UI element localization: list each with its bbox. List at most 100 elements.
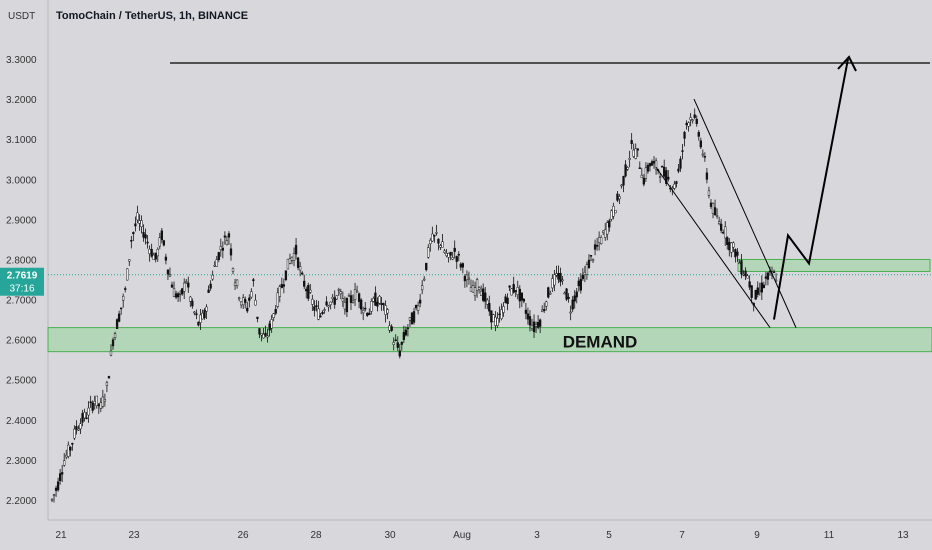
candle (77, 428, 80, 431)
candle (634, 148, 637, 159)
projection-path (773, 58, 849, 320)
candle (260, 333, 263, 336)
channel-upper-line (693, 98, 797, 328)
candle (646, 165, 650, 172)
candle (467, 277, 471, 280)
candle (461, 263, 464, 268)
candle (282, 284, 286, 287)
candle (201, 312, 204, 320)
candle (766, 272, 770, 280)
candle (347, 295, 351, 297)
candle (597, 237, 601, 243)
candle (213, 264, 216, 267)
candle (717, 221, 721, 225)
candle (152, 254, 155, 260)
candle (728, 241, 731, 251)
candle (124, 288, 127, 290)
candle (50, 498, 54, 501)
candle (266, 335, 269, 338)
candle (290, 256, 294, 261)
candle (514, 290, 517, 292)
y-tick-label: 2.6000 (6, 336, 37, 347)
candle (341, 298, 344, 302)
candle (693, 114, 696, 118)
candle (408, 317, 412, 321)
candle (758, 290, 761, 292)
candle (311, 299, 314, 305)
candle (396, 342, 399, 348)
candle (557, 273, 560, 280)
candle (166, 269, 170, 275)
price-tag (0, 267, 44, 296)
candle (349, 295, 353, 303)
candle (333, 297, 336, 305)
candle (205, 306, 208, 312)
candle (223, 235, 227, 238)
candle (183, 282, 186, 292)
supply-zone (737, 258, 931, 272)
x-tick-label: 3 (534, 530, 540, 541)
candle (105, 382, 109, 386)
candle (685, 123, 688, 125)
candle (292, 252, 296, 261)
candle (85, 417, 88, 420)
candle (73, 428, 76, 439)
candle (240, 301, 243, 306)
candle (486, 299, 489, 305)
candle (128, 259, 131, 262)
candle (732, 242, 735, 248)
candle (185, 281, 188, 283)
candle (575, 291, 578, 298)
candle (339, 291, 342, 295)
candle (520, 292, 523, 301)
candle (248, 297, 251, 301)
candle (54, 487, 58, 491)
candle (402, 332, 406, 340)
candle (614, 210, 617, 214)
candle (174, 293, 178, 298)
candle (329, 301, 332, 305)
candle (583, 271, 587, 276)
symbol-title[interactable]: TomoChain / TetherUS, 1h, BINANCE (56, 10, 249, 22)
x-tick-label: 9 (754, 530, 760, 541)
candle (256, 316, 259, 319)
candle (691, 119, 694, 122)
candle (140, 220, 143, 227)
candle (71, 443, 74, 445)
candle (52, 494, 56, 496)
candle (144, 234, 147, 239)
candle (510, 288, 513, 296)
candle (209, 283, 212, 289)
candle (455, 256, 458, 262)
candle (154, 252, 157, 260)
candle (738, 262, 741, 265)
candle (219, 246, 222, 250)
candle (305, 288, 308, 292)
candle (126, 268, 129, 281)
candle (331, 296, 334, 300)
candle (563, 292, 566, 295)
candle (156, 248, 159, 257)
candle (516, 286, 519, 295)
candle (425, 262, 428, 271)
candle (620, 184, 623, 187)
candle (532, 321, 536, 333)
candle (199, 314, 202, 323)
candle (69, 446, 72, 451)
candle (67, 444, 70, 457)
candle (284, 270, 288, 280)
candle (593, 244, 597, 250)
candle (138, 220, 141, 224)
candle (475, 279, 479, 291)
candle (587, 259, 591, 269)
candle (83, 412, 86, 419)
candle (75, 426, 78, 430)
candle (508, 285, 511, 288)
candle (130, 240, 133, 242)
candle (294, 244, 298, 255)
candle (150, 248, 153, 257)
x-tick-label: 30 (384, 530, 396, 541)
candle (650, 161, 654, 166)
candle (661, 165, 664, 168)
